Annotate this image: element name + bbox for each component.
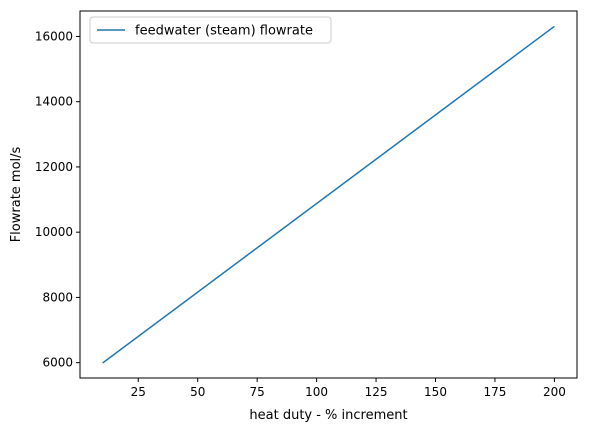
y-tick-label: 6000 <box>42 356 73 370</box>
x-axis-label: heat duty - % increment <box>249 408 407 423</box>
y-axis-label: Flowrate mol/s <box>9 146 24 242</box>
x-tick-label: 75 <box>250 385 265 399</box>
x-tick-label: 125 <box>365 385 388 399</box>
legend-label-feedwater: feedwater (steam) flowrate <box>135 24 313 39</box>
y-tick-label: 12000 <box>35 160 73 174</box>
x-tick-label: 100 <box>305 385 328 399</box>
y-tick-label: 16000 <box>35 29 73 43</box>
y-tick-label: 10000 <box>35 225 73 239</box>
legend: feedwater (steam) flowrate <box>90 17 331 43</box>
x-tick-label: 50 <box>190 385 205 399</box>
x-tick-label: 200 <box>543 385 566 399</box>
y-tick-label: 14000 <box>35 95 73 109</box>
x-tick-label: 150 <box>424 385 447 399</box>
x-tick-label: 25 <box>131 385 146 399</box>
y-tick-label: 8000 <box>42 290 73 304</box>
x-tick-label: 175 <box>484 385 507 399</box>
